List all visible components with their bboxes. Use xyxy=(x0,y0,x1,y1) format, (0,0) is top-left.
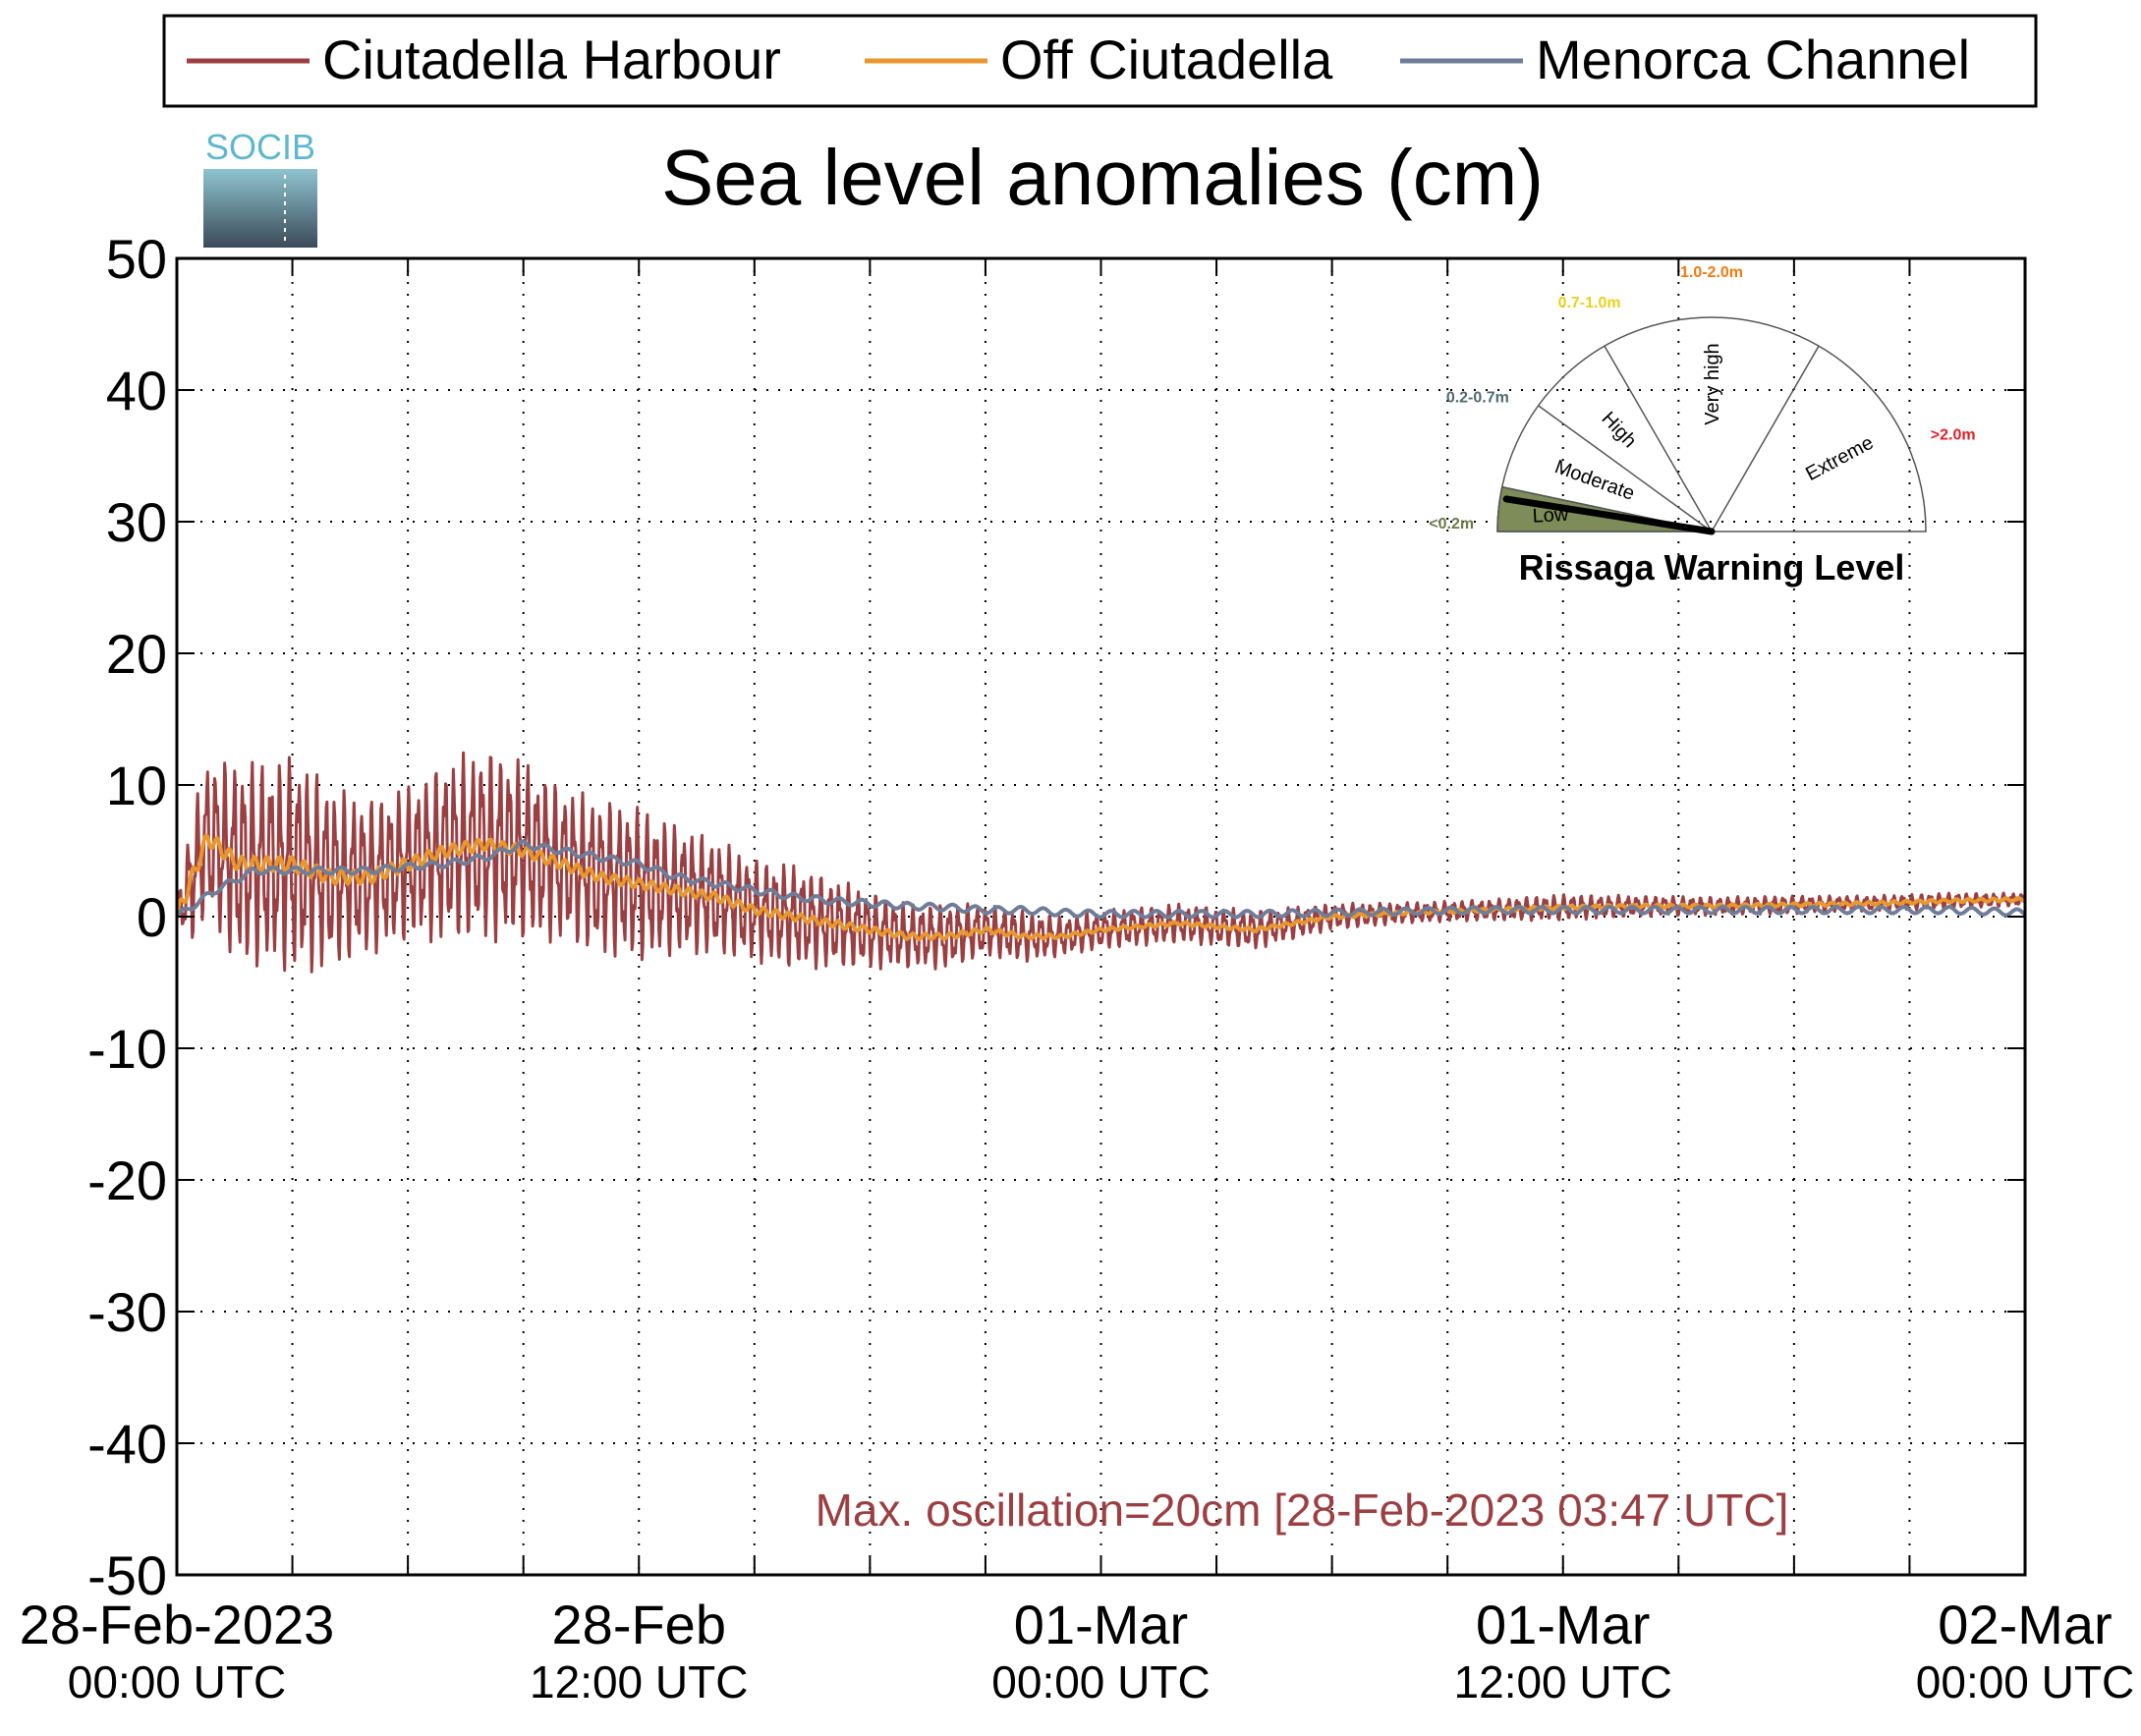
y-tick-label: 20 xyxy=(106,623,167,685)
series-group xyxy=(177,751,2025,974)
x-tick-label-date: 28-Feb xyxy=(552,1594,726,1655)
legend-label-off-ciutadella: Off Ciutadella xyxy=(1000,28,1333,90)
y-tick-label: 30 xyxy=(106,491,167,553)
gauge-range-label: 1.0-2.0m xyxy=(1680,264,1743,281)
series-line-off-ciutadella xyxy=(177,833,2025,941)
gauge-divider xyxy=(1604,345,1713,532)
y-tick-label: -10 xyxy=(87,1018,167,1080)
x-tick-label-time: 00:00 UTC xyxy=(991,1656,1210,1708)
gauge-divider xyxy=(1711,345,1820,532)
max-oscillation-annotation: Max. oscillation=20cm [28-Feb-2023 03:47… xyxy=(816,1484,1789,1536)
x-tick-label-date: 28-Feb-2023 xyxy=(20,1594,335,1655)
y-tick-label: 0 xyxy=(137,886,167,948)
legend-label-ciutadella-harbour: Ciutadella Harbour xyxy=(322,28,781,90)
grid xyxy=(177,258,2025,1575)
x-tick-label-date: 02-Mar xyxy=(1938,1594,2112,1655)
gauge-title: Rissaga Warning Level xyxy=(1519,547,1905,588)
y-tick-label: -50 xyxy=(87,1544,167,1606)
legend-label-menorca-channel: Menorca Channel xyxy=(1536,28,1970,90)
gauge-divider xyxy=(1538,405,1713,532)
y-tick-label: -30 xyxy=(87,1281,167,1343)
legend: Ciutadella Harbour Off Ciutadella Menorc… xyxy=(162,14,2038,108)
socib-logo: SOCIB xyxy=(203,127,317,248)
gauge-range-label: >2.0m xyxy=(1931,427,1976,444)
gauge-range-label: <0.2m xyxy=(1429,516,1474,532)
y-tick-label: 10 xyxy=(106,755,167,816)
x-tick-label-time: 00:00 UTC xyxy=(1916,1656,2134,1708)
y-axis-labels: 50 40 30 20 10 0 -10 -20 -30 -40 -50 xyxy=(87,228,167,1606)
gauge-outline xyxy=(1496,316,1927,532)
x-tick-label-time: 12:00 UTC xyxy=(530,1656,748,1708)
gauge-sector-label: Very high xyxy=(1702,343,1723,424)
x-tick-label-date: 01-Mar xyxy=(1476,1594,1650,1655)
gauge-range-label: 0.7-1.0m xyxy=(1558,295,1621,311)
axis-ticks xyxy=(176,257,2026,1576)
x-tick-label-time: 00:00 UTC xyxy=(68,1656,286,1708)
logo-text: SOCIB xyxy=(205,127,315,167)
chart-title: Sea level anomalies (cm) xyxy=(661,134,1544,221)
gauge-range-label: 0.2-0.7m xyxy=(1446,390,1509,407)
y-tick-label: 40 xyxy=(106,360,167,421)
y-tick-label: -20 xyxy=(87,1149,167,1211)
x-tick-label-date: 01-Mar xyxy=(1014,1594,1188,1655)
gauge-needle xyxy=(1502,495,1716,535)
series-line-menorca-channel xyxy=(177,839,2025,920)
y-tick-label: -40 xyxy=(87,1413,167,1475)
y-tick-label: 50 xyxy=(106,228,167,290)
plot-area xyxy=(175,256,2027,1577)
x-tick-label-time: 12:00 UTC xyxy=(1454,1656,1672,1708)
